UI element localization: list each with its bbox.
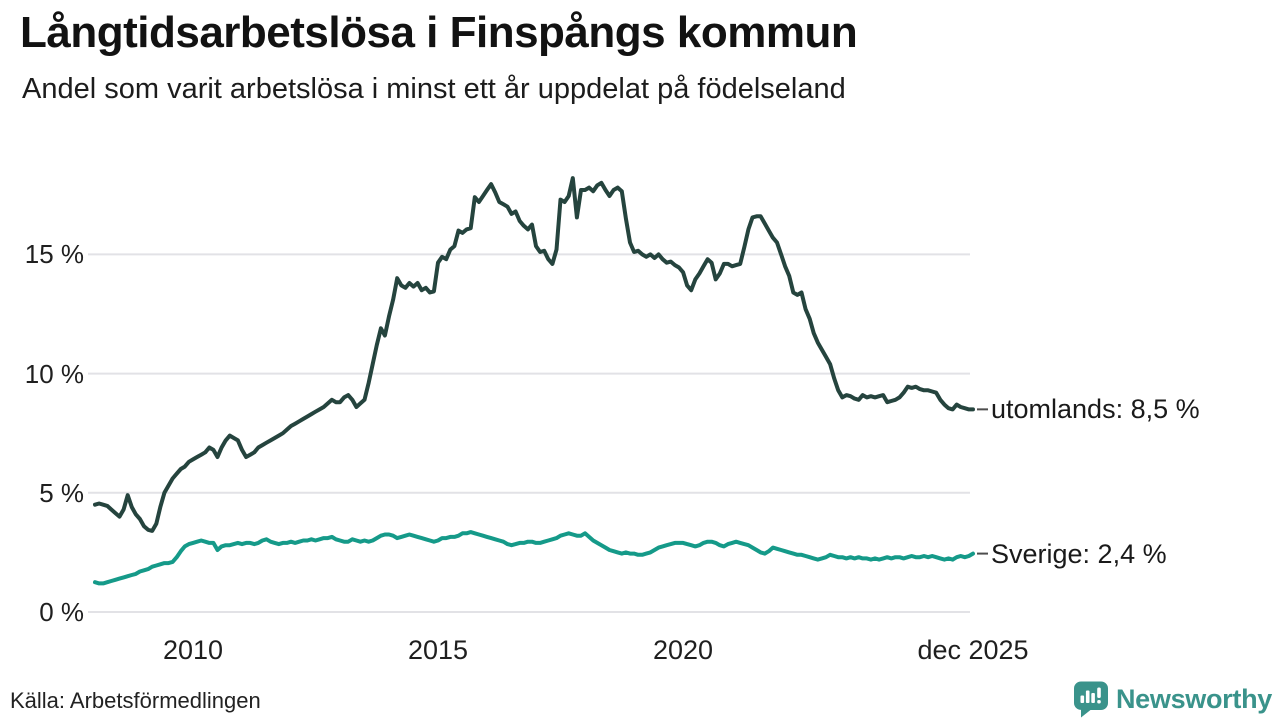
series-label-utomlands: utomlands: 8,5 % bbox=[991, 394, 1200, 425]
series-lines bbox=[93, 176, 975, 586]
newsworthy-logo: Newsworthy bbox=[1073, 681, 1272, 718]
x-axis-label: 2015 bbox=[407, 635, 469, 665]
y-axis-label: 5 % bbox=[39, 477, 84, 508]
source-note: Källa: Arbetsförmedlingen bbox=[10, 688, 261, 713]
x-axis-label: dec 2025 bbox=[917, 635, 1029, 665]
newsworthy-logo-text: Newsworthy bbox=[1115, 684, 1272, 714]
series-label-sverige: Sverige: 2,4 % bbox=[991, 538, 1167, 569]
label-connectors bbox=[977, 408, 988, 555]
y-axis-label: 15 % bbox=[24, 239, 84, 270]
y-axis-label: 0 % bbox=[39, 597, 84, 627]
x-axis-label: 2020 bbox=[652, 635, 714, 665]
chart-bubble-icon bbox=[1073, 681, 1108, 718]
gridlines bbox=[88, 253, 970, 613]
page-subtitle: Andel som varit arbetslösa i minst ett å… bbox=[22, 72, 846, 105]
chart-header: Långtidsarbetslösa i Finspångs kommun An… bbox=[20, 8, 1270, 106]
series-line-utomlands bbox=[93, 176, 975, 533]
page-title: Långtidsarbetslösa i Finspångs kommun bbox=[20, 8, 858, 57]
x-axis-label: 2010 bbox=[162, 635, 224, 665]
y-axis-label: 10 % bbox=[24, 358, 84, 389]
series-line-sverige bbox=[93, 530, 975, 586]
chart-footer: Källa: Arbetsförmedlingen Newsworthy bbox=[0, 678, 1280, 720]
